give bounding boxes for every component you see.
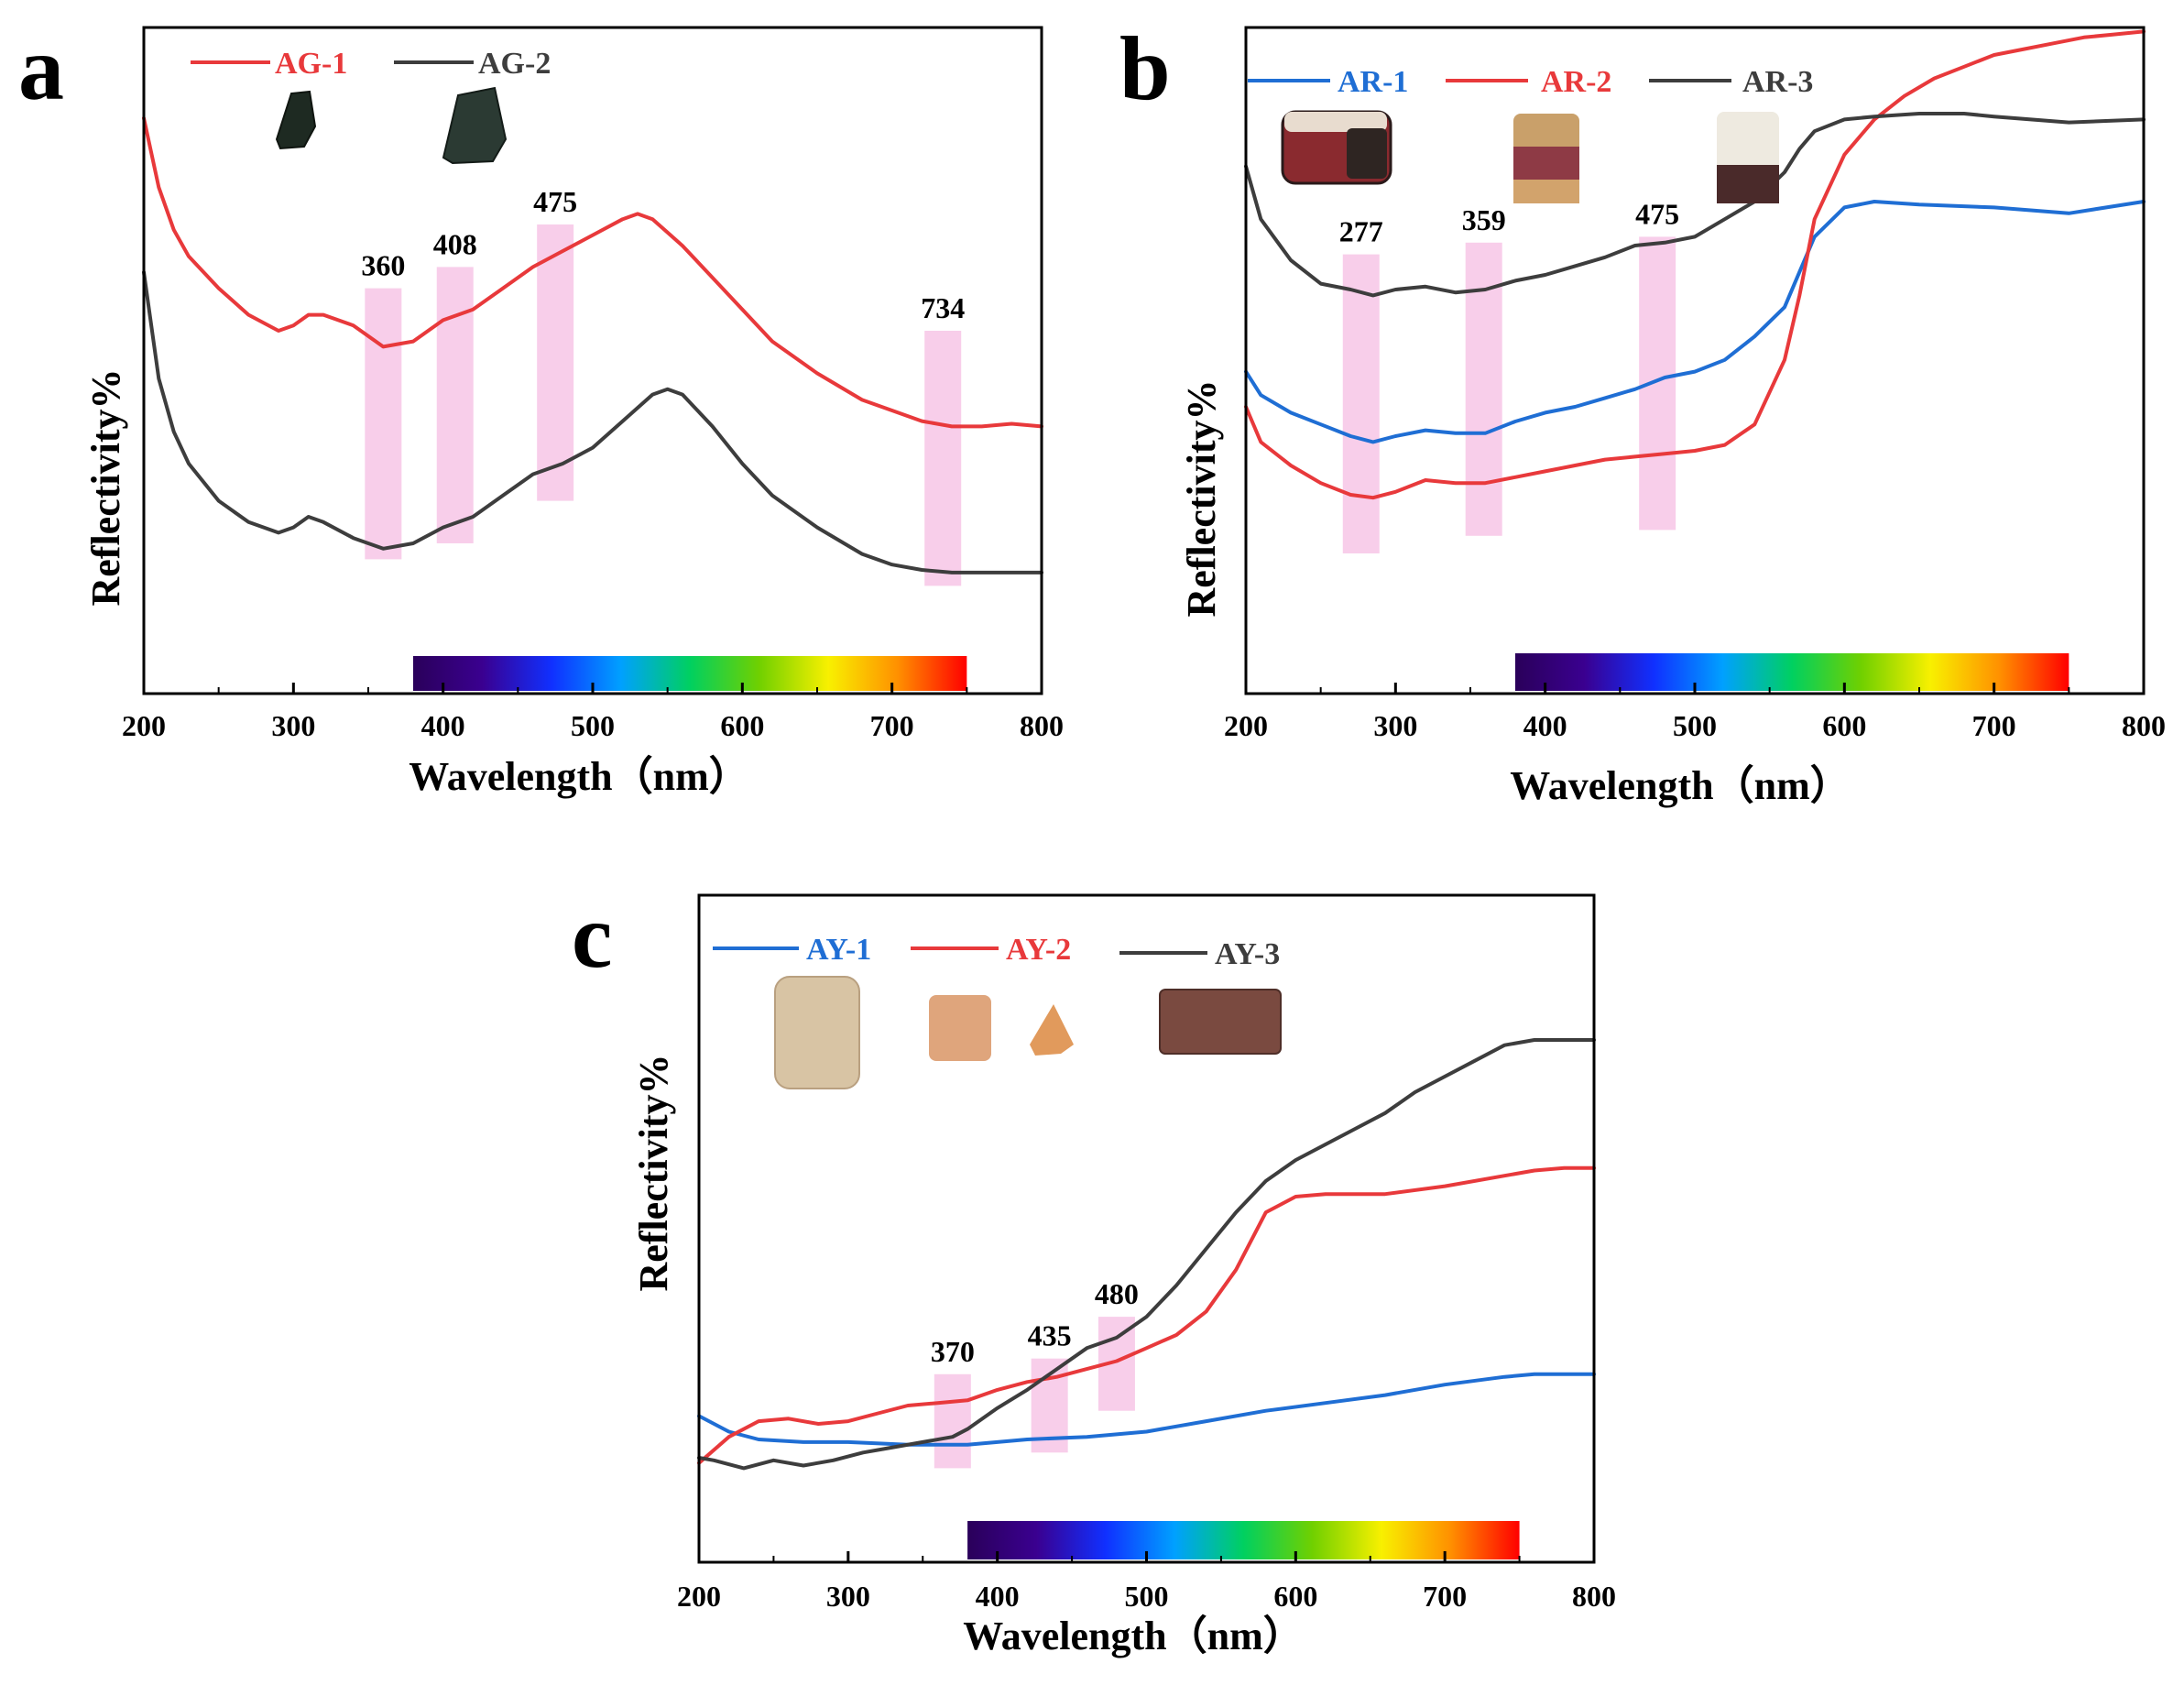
band-b-277 [1342, 254, 1380, 553]
panel-a: a 360 408 475 734 200 300 400 500 600 700 800 AG-… [18, 17, 1064, 799]
band-label-b-359: 359 [1462, 203, 1506, 236]
y-axis-title-a: Reflectivity% [83, 369, 128, 607]
spectrum-bar-a [413, 656, 967, 691]
band-label-b-277: 277 [1339, 215, 1383, 248]
curve-group-b [1244, 29, 2146, 500]
band-label-a-408: 408 [433, 227, 477, 260]
panel-letter-a: a [18, 17, 64, 119]
sample-photo-ag-2 [442, 86, 508, 165]
x-tick-label-c-300: 300 [826, 1580, 870, 1613]
x-tick-label-a-400: 400 [421, 709, 465, 742]
x-tick-label-a-300: 300 [271, 709, 315, 742]
x-tick-label-c-200: 200 [677, 1580, 721, 1613]
legend-label-ar-3: AR-3 [1742, 65, 1813, 99]
x-tick-label-b-500: 500 [1673, 709, 1717, 742]
band-a-408 [436, 267, 474, 543]
sample-photo-ay-3 [1159, 989, 1282, 1055]
x-axis-title-b: Wavelength（nm） [1510, 763, 1851, 808]
legend-label-ar-2: AR-2 [1541, 65, 1611, 99]
series-line-ag-2 [142, 270, 1043, 574]
band-label-c-435: 435 [1028, 1319, 1072, 1352]
band-label-b-475: 475 [1635, 197, 1679, 230]
legend-label-ag-1: AG-1 [275, 47, 347, 81]
legend-a: AG-1 AG-2 [191, 47, 551, 81]
plot-frame-a [142, 26, 1043, 695]
x-tick-label-b-400: 400 [1523, 709, 1567, 742]
band-label-a-475: 475 [533, 185, 577, 218]
spectrum-rect-a [413, 656, 967, 691]
series-line-ag-1 [142, 116, 1043, 429]
x-ticks-b: 200 300 400 500 600 700 800 [1224, 683, 2166, 742]
panel-letter-b: b [1119, 17, 1171, 119]
x-ticks-a: 200 300 400 500 600 700 800 [122, 683, 1064, 742]
sample-photos-b [1281, 110, 1779, 203]
legend-label-ay-2: AY-2 [1006, 933, 1071, 967]
band-label-c-370: 370 [931, 1335, 975, 1368]
x-tick-label-b-200: 200 [1224, 709, 1268, 742]
panel-letter-c: c [572, 885, 612, 987]
sample-photos-a [275, 86, 508, 165]
legend-b: AR-1 AR-2 AR-3 [1248, 65, 1813, 99]
sample-photo-ar-2 [1513, 114, 1579, 203]
x-tick-label-b-300: 300 [1373, 709, 1417, 742]
x-tick-label-c-400: 400 [976, 1580, 1020, 1613]
x-tick-label-b-800: 800 [2122, 709, 2166, 742]
x-tick-label-c-700: 700 [1423, 1580, 1467, 1613]
x-tick-label-b-700: 700 [1972, 709, 2016, 742]
legend-label-ag-2: AG-2 [478, 47, 551, 81]
y-axis-title-b: Reflectivity% [1179, 380, 1224, 618]
band-a-360 [365, 288, 402, 560]
series-line-ay-2 [697, 1165, 1596, 1465]
legend-label-ay-3: AY-3 [1215, 937, 1280, 971]
x-tick-label-a-600: 600 [720, 709, 764, 742]
legend-label-ay-1: AY-1 [806, 933, 871, 967]
sample-photo-ar-3 [1717, 112, 1779, 203]
curve-group-a [142, 116, 1043, 574]
band-group-a: 360 408 475 734 [361, 185, 965, 586]
sample-photo-ay-1 [774, 976, 860, 1089]
panel-c: c 370 435 480 200 300 400 500 600 700 800 AY-1 A… [572, 885, 1616, 1658]
band-label-a-734: 734 [921, 291, 965, 324]
band-a-734 [924, 331, 962, 586]
spectrum-bar-b [1515, 653, 2069, 691]
x-tick-label-a-500: 500 [571, 709, 615, 742]
series-line-ay-3 [697, 1038, 1596, 1471]
x-tick-label-c-500: 500 [1125, 1580, 1169, 1613]
x-ticks-c: 200 300 400 500 600 700 800 [677, 1551, 1616, 1613]
legend-label-ar-1: AR-1 [1338, 65, 1408, 99]
spectrum-bar-c [967, 1521, 1520, 1559]
spectrum-rect-b [1515, 653, 2069, 691]
sample-photo-ar-1 [1281, 110, 1392, 185]
curve-group-c [697, 1038, 1596, 1471]
band-a-475 [537, 224, 574, 501]
x-tick-label-c-600: 600 [1273, 1580, 1317, 1613]
sample-photos-c [774, 976, 1282, 1089]
y-axis-title-c: Reflectivity% [631, 1055, 676, 1292]
series-line-ar-3 [1244, 112, 2146, 298]
band-label-c-480: 480 [1095, 1277, 1139, 1310]
x-axis-title-a: Wavelength（nm） [409, 754, 749, 799]
x-tick-label-a-800: 800 [1020, 709, 1064, 742]
band-label-a-360: 360 [361, 249, 405, 282]
legend-c: AY-1 AY-2 AY-3 [713, 933, 1280, 971]
series-line-ar-1 [1244, 200, 2146, 444]
spectrum-rect-c [967, 1521, 1520, 1559]
x-tick-label-a-700: 700 [870, 709, 914, 742]
panel-b: b 277 359 475 200 300 400 500 600 700 800 AR-1 A… [1119, 17, 2166, 808]
sample-photo-ag-1 [275, 90, 317, 150]
series-line-ar-2 [1244, 29, 2146, 500]
band-c-370 [934, 1373, 971, 1469]
x-tick-label-b-600: 600 [1822, 709, 1866, 742]
x-axis-title-c: Wavelength（nm） [963, 1614, 1304, 1658]
band-b-475 [1639, 236, 1676, 531]
band-group-c: 370 435 480 [931, 1277, 1139, 1469]
x-tick-label-c-800: 800 [1572, 1580, 1616, 1613]
x-tick-label-a-200: 200 [122, 709, 166, 742]
series-line-ay-1 [697, 1372, 1596, 1447]
sample-photo-ay-2 [929, 995, 1074, 1061]
band-group-b: 277 359 475 [1339, 197, 1679, 553]
